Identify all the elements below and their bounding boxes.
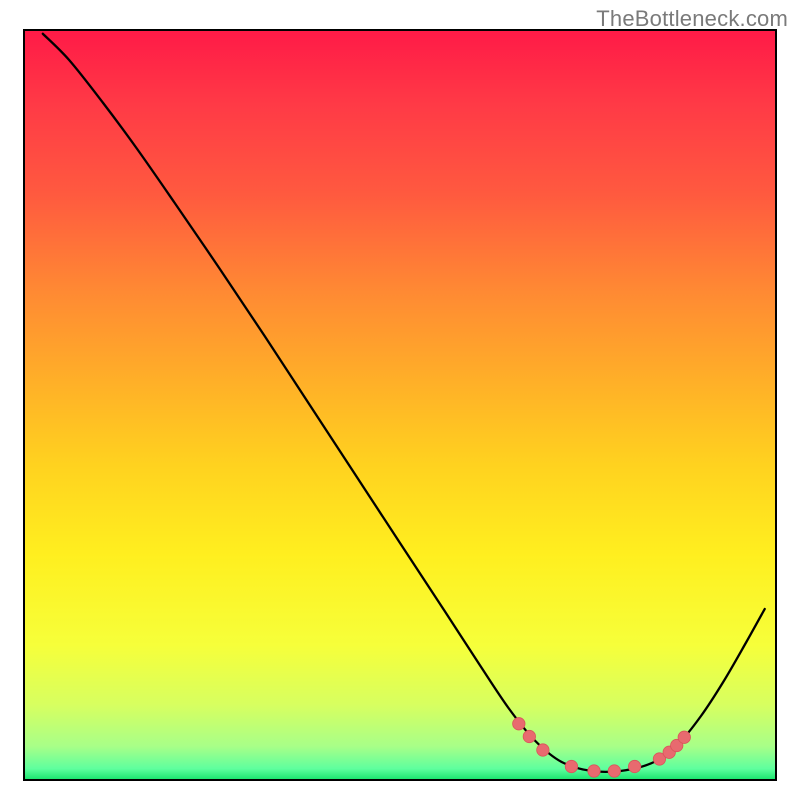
marker-dot [565,760,577,772]
marker-dot [513,718,525,730]
marker-dot [523,730,535,742]
marker-dot [628,760,640,772]
marker-dot [537,744,549,756]
heat-gradient-background [24,30,776,780]
bottleneck-curve-chart [0,0,800,800]
marker-dot [678,731,690,743]
marker-dot [588,765,600,777]
chart-container: TheBottleneck.com [0,0,800,800]
watermark-text: TheBottleneck.com [596,6,788,32]
marker-dot [608,765,620,777]
